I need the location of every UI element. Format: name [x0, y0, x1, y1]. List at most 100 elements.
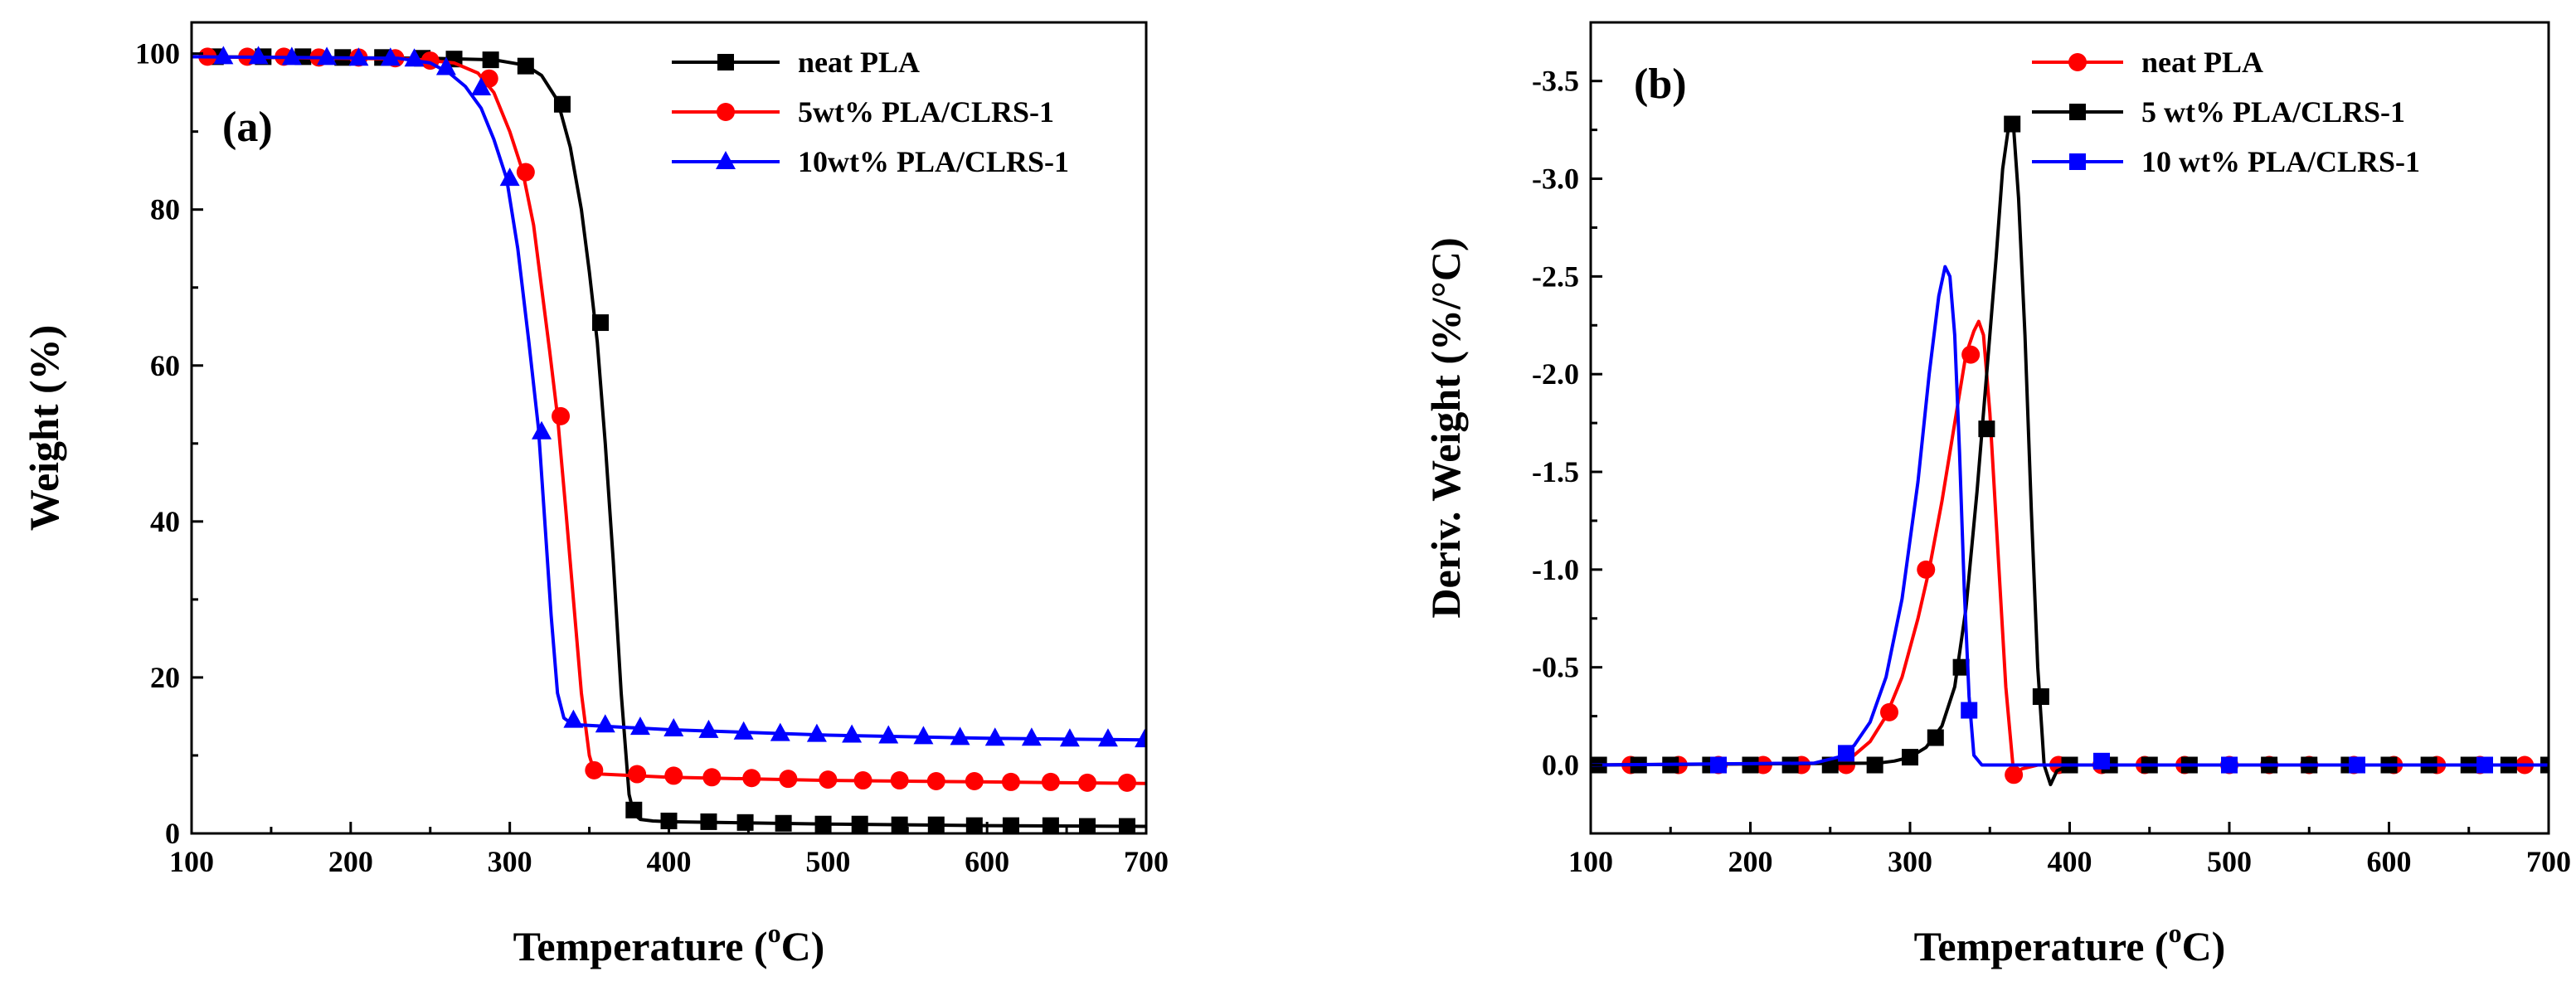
panel-a-x-tick-label: 400 [647, 845, 692, 878]
panel-b-legend-label-1: 5 wt% PLA/CLRS-1 [2141, 95, 2405, 129]
panel-a-legend-marker-1 [717, 103, 735, 121]
panel-a-series-1-point [742, 769, 761, 788]
panel-b-series-0-point [1879, 702, 1898, 721]
panel-a-series-2-point [806, 723, 827, 742]
panel-a-legend-label-1: 5wt% PLA/CLRS-1 [798, 95, 1054, 129]
panel-b-x-tick-label: 200 [1728, 845, 1773, 878]
panel-b-x-tick-label: 400 [2048, 845, 2092, 878]
panel-a-series-1-point [479, 69, 498, 88]
panel-a-series-2-point [913, 726, 934, 745]
panel-b-series-0-point [2005, 765, 2024, 784]
panel-a-series-1-point [628, 765, 647, 784]
panel-a-x-tick-label: 500 [805, 845, 850, 878]
panel-b-x-axis-title: Temperature (oC) [1914, 918, 2226, 969]
panel-a-series-0-point [1002, 817, 1019, 833]
panel-a-series-0-point [1079, 818, 1096, 833]
panel-b: 100 200 300 400 500 600 700 0.0 -0.5 -1.0 -1.5 -2.0… [1422, 21, 2571, 969]
panel-a-series-2-point [435, 56, 456, 75]
panel-b-series-2-point [1961, 702, 1978, 719]
panel-b-series-1-point [1927, 729, 1944, 746]
panel-b-y-tick-label: -2.5 [1532, 260, 1579, 293]
panel-a-ticks: 100 200 300 400 500 600 700 0 20 40 60 80 100 [135, 37, 1169, 878]
panel-b-y-tick-label: -3.5 [1532, 65, 1579, 98]
panel-a-series-2-point [1097, 728, 1118, 747]
panel-a-x-tick-label: 100 [169, 845, 214, 878]
panel-b-series-1-point [1866, 756, 1883, 774]
panel-a-series-2-point [471, 76, 492, 95]
panel-b-y-tick-label: -2.0 [1532, 357, 1579, 391]
panel-a-series-1-point [552, 406, 571, 425]
panel-a-x-axis-title: Temperature (oC) [513, 918, 825, 969]
panel-b-plot-frame [1589, 21, 2550, 835]
panel-b-series-1-line [1591, 122, 2549, 787]
panel-a-legend-label-0: neat PLA [798, 46, 920, 79]
panel-a-series-2-point [532, 420, 552, 440]
panel-b-series-0-point [1917, 560, 1936, 579]
panel-a-series-0-point [592, 314, 610, 332]
panel-a-legend-marker-0 [717, 54, 734, 70]
panel-b-x-axis-title-main: Temperature ( [1914, 923, 2169, 969]
panel-a-label: (a) [222, 104, 273, 151]
panel-a-series-2-point [281, 46, 302, 66]
panel-a-series-1-point [1117, 773, 1136, 792]
panel-a-series-1-point [1001, 772, 1020, 791]
panel-a-series-1-point [779, 770, 798, 789]
panel-b-y-tick-label: -0.5 [1532, 651, 1579, 684]
panel-a-series-0-point [660, 812, 678, 829]
panel-b-series-2-point [1838, 745, 1854, 762]
panel-b-x-tick-label: 100 [1568, 845, 1613, 878]
panel-b-legend-marker-0 [2068, 53, 2087, 71]
panel-b-y-tick-label: -1.0 [1532, 553, 1579, 586]
panel-a-series-2-point [698, 719, 719, 738]
panel-a-series-2-point [950, 726, 970, 746]
panel-b-series-2-point [2349, 756, 2365, 774]
panel-a-series-0-point [1118, 818, 1135, 833]
panel-a-series-0-point [700, 813, 717, 830]
panel-a-series-0-point [553, 95, 571, 113]
panel-b-series-2-point [2476, 756, 2493, 774]
panel-b-y-tick-label: -3.0 [1532, 163, 1579, 196]
panel-a-series-1-point [516, 163, 535, 182]
panel-a-series-2-point [629, 716, 650, 736]
panel-a-series-2-point [842, 724, 863, 743]
panel-a-y-tick-label: 20 [150, 661, 180, 694]
panel-b-x-tick-label: 600 [2367, 845, 2412, 878]
panel-b-series-2-line [1591, 265, 2549, 767]
panel-a-y-tick-label: 60 [150, 349, 180, 382]
panel-b-series-1-point [1902, 749, 1918, 766]
panel-a-x-tick-label: 300 [488, 845, 532, 878]
panel-a-series-2-point [1021, 727, 1042, 746]
panel-b-legend: neat PLA 5 wt% PLA/CLRS-1 10 wt% PLA/CLRS-… [2032, 46, 2420, 178]
panel-a-series-1-point [585, 760, 604, 780]
panel-b-x-tick-label: 700 [2526, 845, 2571, 878]
panel-a-series-2-point [563, 709, 584, 728]
panel-a-series-2-point [984, 727, 1005, 746]
panel-b-series [1591, 115, 2549, 787]
panel-a-series-2-point [1059, 728, 1080, 747]
panel-a-series-2-point [770, 722, 790, 741]
panel-a-series-1-point [890, 771, 909, 790]
panel-a-series-0-point [965, 817, 983, 833]
panel-a-series-0-point [851, 815, 868, 833]
panel-a-y-axis-title: Weight (%) [21, 325, 67, 532]
panel-a-x-tick-label: 200 [328, 845, 373, 878]
panel-b-legend-marker-2 [2069, 153, 2086, 170]
panel-a-series-1-point [926, 771, 945, 790]
panel-b-legend-label-2: 10 wt% PLA/CLRS-1 [2141, 145, 2420, 178]
panel-a: 100 200 300 400 500 600 700 0 20 40 60 80 100 (a) Te… [21, 21, 1169, 969]
panel-a-legend: neat PLA 5wt% PLA/CLRS-1 10wt% PLA/CLRS-1 [672, 46, 1069, 178]
panel-b-x-tick-label: 500 [2207, 845, 2252, 878]
panel-b-series-2-point [1710, 756, 1727, 774]
panel-b-series-0-line [1591, 319, 2549, 777]
panel-a-series-2-point [248, 46, 269, 65]
panel-a-series [192, 46, 1146, 833]
panel-a-series-0-point [927, 816, 945, 833]
panel-a-series-1-point [1078, 773, 1097, 792]
panel-a-plot-frame [190, 21, 1148, 835]
panel-a-series-0-point [891, 816, 908, 833]
panel-a-series-1-point [965, 771, 984, 790]
panel-b-series-1-point [2004, 115, 2021, 133]
panel-b-legend-label-0: neat PLA [2141, 46, 2263, 79]
panel-a-series-2-point [733, 721, 754, 740]
